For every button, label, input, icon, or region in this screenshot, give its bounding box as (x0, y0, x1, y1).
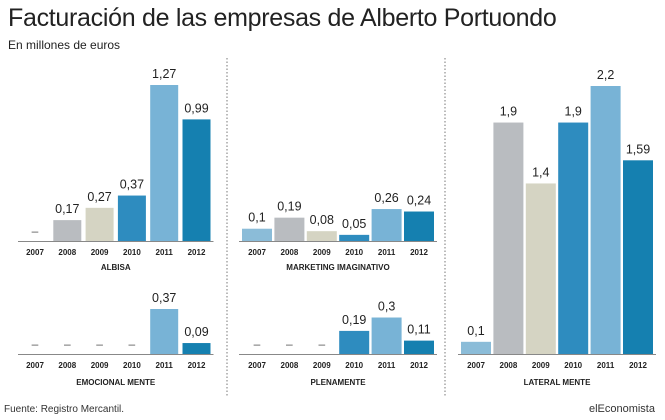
albisa-bar-2010 (117, 195, 146, 241)
plenamente-tick-2010: 2010 (345, 361, 363, 370)
chart-subtitle: En millones de euros (8, 38, 121, 52)
albisa-tick-2010: 2010 (123, 248, 141, 257)
lateral-mente-value-2008: 1,9 (500, 105, 517, 119)
marketing-imaginativo-tick-2012: 2012 (410, 248, 428, 257)
marketing-imaginativo-value-2009: 0,08 (310, 213, 334, 227)
lateral-mente-tick-2010: 2010 (564, 361, 582, 370)
emocional-mente-tick-2012: 2012 (188, 361, 206, 370)
emocional-mente-value-2012: 0,09 (184, 325, 208, 339)
plenamente-tick-2008: 2008 (281, 361, 299, 370)
marketing-imaginativo-bar-2010 (339, 234, 370, 241)
albisa-value-2009: 0,27 (87, 190, 111, 204)
emocional-mente-value-2011: 0,37 (152, 291, 176, 305)
plenamente-bar-2012 (404, 340, 434, 354)
albisa-value-2011: 1,27 (152, 67, 176, 81)
marketing-imaginativo-tick-2008: 2008 (281, 248, 299, 257)
marketing-imaginativo-bar-2007 (242, 228, 272, 241)
albisa-bar-2012 (182, 119, 211, 241)
marketing-imaginativo-tick-2010: 2010 (345, 248, 363, 257)
emocional-mente-bar-2011 (150, 309, 179, 354)
lateral-mente-tick-2012: 2012 (629, 361, 647, 370)
emocional-mente-tick-2007: 2007 (26, 361, 44, 370)
lateral-mente-value-2011: 2,2 (597, 68, 614, 82)
albisa-value-2008: 0,17 (55, 202, 79, 216)
publisher-brand: elEconomista (588, 403, 655, 415)
emocional-mente-tick-2010: 2010 (123, 361, 141, 370)
plenamente-tick-2011: 2011 (378, 361, 396, 370)
source-note: Fuente: Registro Mercantil. (4, 404, 125, 415)
albisa-bar-2011 (150, 85, 179, 241)
marketing-imaginativo-bar-2008 (274, 217, 305, 241)
lateral-mente-tick-2008: 2008 (500, 361, 518, 370)
lateral-mente-bar-2007 (461, 341, 491, 354)
emocional-mente-tick-2008: 2008 (58, 361, 76, 370)
albisa-panel-title: ALBISA (101, 263, 131, 272)
marketing-imaginativo-value-2008: 0,19 (277, 200, 301, 214)
emocional-mente-tick-2011: 2011 (156, 361, 174, 370)
lateral-mente-bar-2008 (493, 122, 524, 354)
plenamente-tick-2012: 2012 (410, 361, 428, 370)
plenamente-empty-2009: – (318, 337, 325, 351)
chart-title: Facturación de las empresas de Alberto P… (8, 4, 557, 32)
marketing-imaginativo-bar-2009 (306, 231, 337, 241)
lateral-mente-panel-title: LATERAL MENTE (524, 378, 591, 387)
marketing-imaginativo-tick-2009: 2009 (313, 248, 331, 257)
emocional-mente-empty-2008: – (64, 337, 71, 351)
albisa-tick-2008: 2008 (58, 248, 76, 257)
plenamente-value-2010: 0,19 (342, 313, 366, 327)
albisa-tick-2012: 2012 (188, 248, 206, 257)
lateral-mente-bar-2011 (590, 86, 621, 354)
plenamente-bar-2011 (371, 317, 402, 354)
lateral-mente-value-2009: 1,4 (532, 165, 549, 179)
albisa-bar-2009 (85, 207, 114, 241)
plenamente-panel-title: PLENAMENTE (310, 378, 366, 387)
marketing-imaginativo-bar-2012 (404, 211, 434, 241)
plenamente-value-2012: 0,11 (407, 323, 430, 337)
lateral-mente-value-2012: 1,59 (626, 142, 650, 156)
emocional-mente-empty-2010: – (129, 337, 136, 351)
marketing-imaginativo-tick-2007: 2007 (248, 248, 266, 257)
lateral-mente-tick-2007: 2007 (467, 361, 485, 370)
emocional-mente-panel-title: EMOCIONAL MENTE (76, 378, 156, 387)
marketing-imaginativo-value-2007: 0,1 (248, 211, 265, 225)
marketing-imaginativo-panel-title: MARKETING IMAGINATIVO (286, 263, 389, 272)
plenamente-tick-2009: 2009 (313, 361, 331, 370)
albisa-empty-2007: – (32, 224, 39, 238)
marketing-imaginativo-bar-2011 (371, 209, 402, 241)
lateral-mente-bar-2010 (558, 122, 589, 354)
lateral-mente-bar-2009 (525, 183, 556, 354)
lateral-mente-value-2007: 0,1 (467, 324, 484, 338)
albisa-bar-2008 (53, 220, 82, 241)
albisa-tick-2009: 2009 (91, 248, 109, 257)
albisa-tick-2007: 2007 (26, 248, 44, 257)
marketing-imaginativo-value-2012: 0,24 (407, 194, 431, 208)
plenamente-tick-2007: 2007 (248, 361, 266, 370)
plenamente-empty-2007: – (254, 337, 261, 351)
plenamente-empty-2008: – (286, 337, 293, 351)
plenamente-bar-2010 (339, 330, 370, 354)
emocional-mente-bar-2012 (182, 343, 211, 354)
marketing-imaginativo-value-2010: 0,05 (342, 217, 366, 231)
marketing-imaginativo-tick-2011: 2011 (378, 248, 396, 257)
plenamente-value-2011: 0,3 (378, 300, 395, 314)
emocional-mente-empty-2007: – (32, 337, 39, 351)
albisa-tick-2011: 2011 (156, 248, 174, 257)
lateral-mente-value-2010: 1,9 (565, 105, 582, 119)
albisa-value-2010: 0,37 (120, 178, 144, 192)
emocional-mente-tick-2009: 2009 (91, 361, 109, 370)
lateral-mente-bar-2012 (623, 160, 653, 354)
lateral-mente-tick-2009: 2009 (532, 361, 550, 370)
albisa-value-2012: 0,99 (184, 101, 208, 115)
lateral-mente-tick-2011: 2011 (597, 361, 615, 370)
marketing-imaginativo-value-2011: 0,26 (374, 191, 398, 205)
emocional-mente-empty-2009: – (96, 337, 103, 351)
